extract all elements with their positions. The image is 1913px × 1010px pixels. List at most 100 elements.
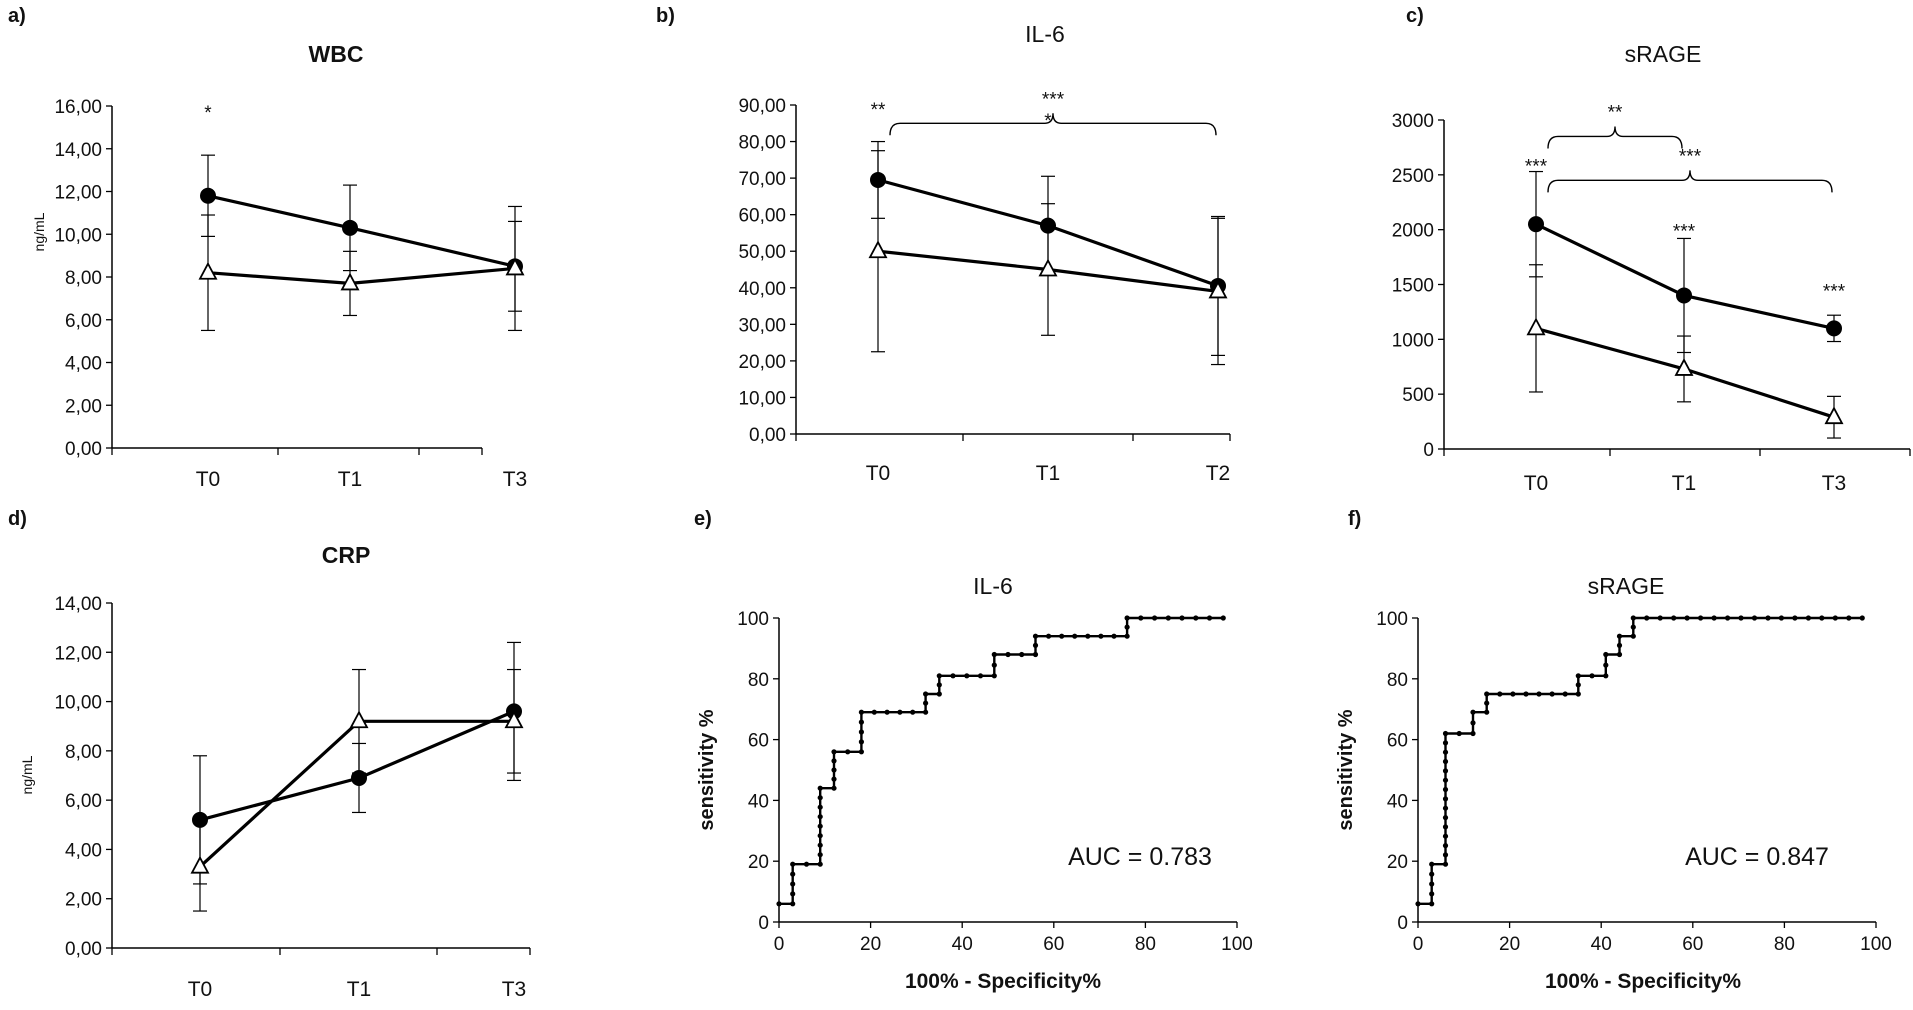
roc-point (817, 842, 823, 848)
roc-point (1470, 720, 1476, 726)
chart-title-e: IL-6 (973, 573, 1013, 599)
y-tick-label: 3000 (1392, 111, 1434, 132)
roc-point (936, 673, 942, 679)
roc-point (871, 709, 877, 715)
roc-point (1832, 615, 1838, 621)
roc-point (977, 673, 984, 679)
x-tick-label: 20 (860, 934, 881, 955)
roc-point (884, 709, 890, 715)
roc-point (1442, 740, 1449, 746)
x-tick-label: 0 (1413, 934, 1424, 955)
roc-point (845, 749, 851, 755)
roc-point (1032, 633, 1039, 639)
data-point-circle (1528, 216, 1544, 233)
y-tick-label: 4,00 (65, 354, 102, 375)
x-tick-label: 40 (1591, 934, 1612, 955)
y-axis-label: ng/mL (31, 212, 47, 251)
panel-label-a: a) (8, 5, 26, 27)
y-tick-label: 50,00 (738, 242, 786, 263)
y-tick-label: 0 (1423, 440, 1434, 461)
panel-label-e: e) (694, 508, 712, 530)
x-tick-label: 80 (1774, 934, 1795, 955)
y-tick-label: 40,00 (738, 279, 786, 300)
data-point-triangle (868, 240, 888, 259)
roc-point (858, 709, 865, 715)
y-tick-label: 2500 (1392, 166, 1434, 187)
roc-point (1442, 824, 1449, 830)
roc-point (1575, 691, 1581, 697)
series-group-filled-circle (200, 154, 523, 312)
y-axis-label: ng/mL (19, 755, 35, 794)
roc-point (1179, 615, 1185, 621)
roc-point (1603, 651, 1609, 658)
roc-point (1778, 615, 1784, 621)
data-point-circle (192, 811, 208, 828)
roc-point (1442, 796, 1449, 802)
data-point-triangle (340, 272, 360, 291)
y-tick-label: 500 (1402, 385, 1434, 406)
roc-point (1589, 673, 1595, 679)
y-tick-label: 80,00 (738, 133, 786, 154)
roc-point (1630, 624, 1636, 630)
roc-point (1429, 901, 1435, 907)
x-tick-label: 100 (1860, 934, 1892, 955)
roc-point (790, 871, 796, 877)
y-tick-label: 14,00 (54, 140, 102, 161)
roc-point (1032, 642, 1039, 649)
y-tick-label: 2000 (1392, 221, 1434, 242)
roc-point (803, 861, 810, 867)
roc-point (1484, 691, 1490, 697)
x-tick-label: 0 (774, 934, 785, 955)
panel-a-chart: a) WBC 0,00 2,00 4,00 6,00 8,00 10,00 12,00 14,00… (8, 5, 527, 491)
roc-point (1819, 615, 1825, 621)
roc-point (1442, 861, 1449, 867)
x-tick-label: T0 (188, 978, 213, 1001)
roc-point (897, 709, 903, 715)
significance-marker: *** (1525, 157, 1548, 178)
roc-point (1575, 673, 1581, 679)
roc-point (790, 891, 796, 897)
roc-point (1859, 615, 1865, 621)
y-tick-label: 4,00 (65, 840, 102, 861)
data-point-triangle (1674, 358, 1694, 376)
roc-point (1603, 662, 1609, 668)
roc-point (1442, 805, 1449, 811)
x-tick-label: 20 (1499, 934, 1520, 955)
roc-point (1562, 691, 1568, 697)
y-tick-label: 6,00 (65, 311, 102, 332)
roc-point (923, 709, 929, 715)
y-tick-label: 0,00 (749, 425, 786, 446)
roc-point (1549, 691, 1555, 697)
data-point-triangle (504, 710, 524, 729)
x-tick-label: 40 (952, 934, 973, 955)
significance-marker: ** (871, 100, 886, 121)
data-point-circle (200, 187, 216, 204)
roc-point (790, 861, 796, 867)
roc-point (1738, 615, 1744, 621)
roc-point (1616, 651, 1623, 658)
roc-point (910, 709, 916, 715)
roc-point (1497, 691, 1503, 697)
x-tick-label: 80 (1135, 934, 1156, 955)
roc-point (1575, 682, 1581, 688)
chart-title-c: sRAGE (1625, 41, 1702, 67)
x-tick-label: T1 (1672, 472, 1697, 495)
roc-point (1165, 615, 1171, 621)
roc-point (790, 901, 796, 907)
chart-title-f: sRAGE (1588, 573, 1665, 599)
roc-point (1470, 709, 1476, 715)
x-tick-label: T1 (338, 468, 363, 491)
roc-point (817, 861, 823, 867)
comparison-bracket (1547, 126, 1683, 149)
data-point-triangle (1824, 406, 1844, 425)
y-tick-label: 90,00 (738, 96, 786, 117)
x-tick-label: T0 (196, 468, 221, 491)
roc-point (1046, 633, 1052, 639)
bracket-significance: ** (1608, 102, 1623, 123)
roc-point (1429, 891, 1435, 897)
roc-point (1442, 786, 1449, 793)
auc-label: AUC = 0.847 (1685, 843, 1829, 871)
roc-point (1111, 633, 1117, 639)
roc-point (1442, 768, 1449, 774)
x-tick-label: T3 (1822, 472, 1847, 495)
